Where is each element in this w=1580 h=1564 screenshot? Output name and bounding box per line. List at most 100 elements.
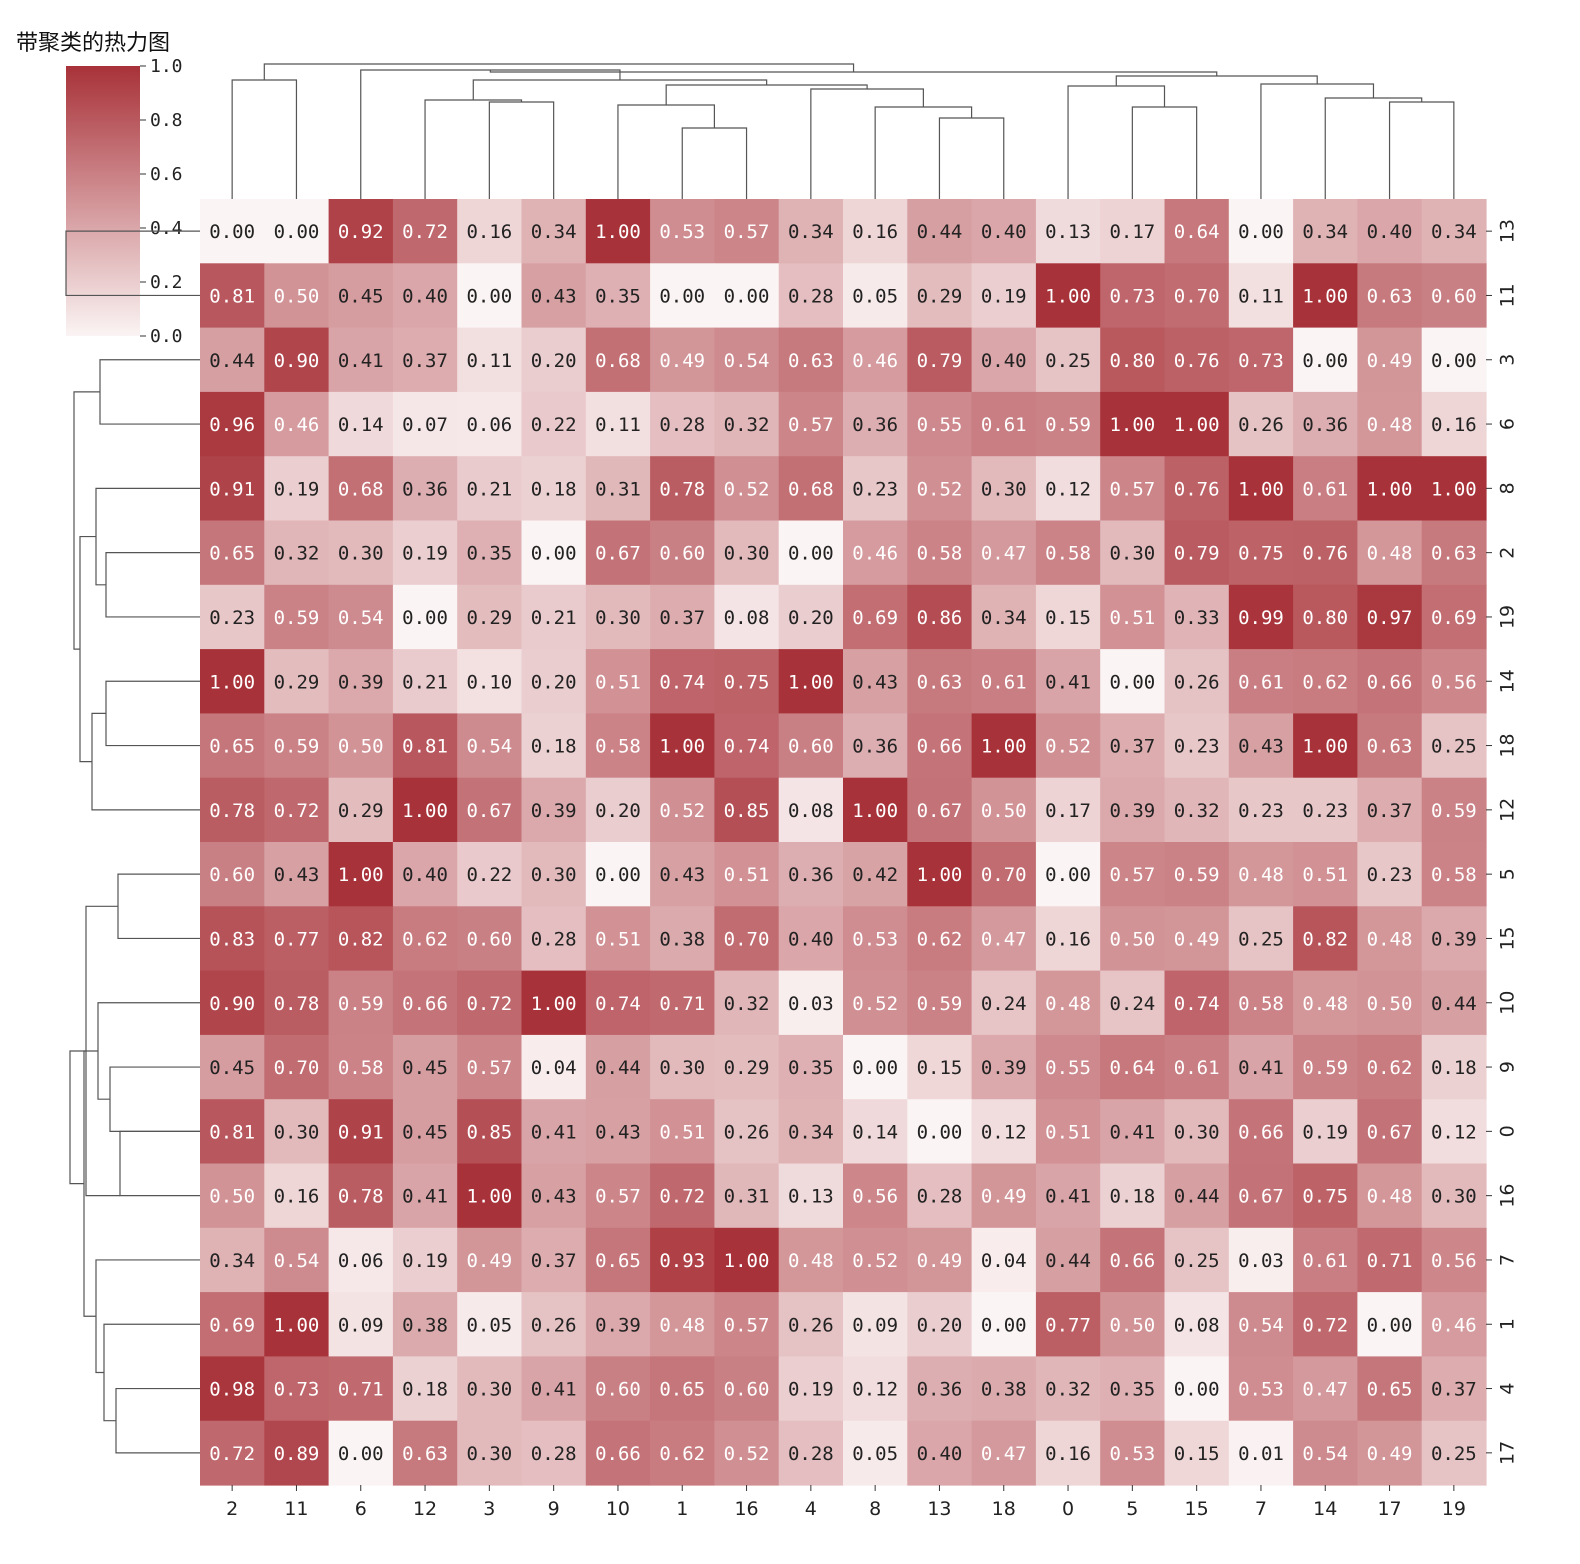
cell-value-label: 0.62 (659, 1443, 705, 1465)
cell-value-label: 0.25 (1431, 736, 1477, 758)
cell-value-label: 0.41 (402, 1186, 448, 1208)
heatmap-cell (971, 391, 1037, 457)
heatmap-cell (264, 263, 330, 329)
heatmap-cell (907, 1356, 973, 1422)
heatmap-cell (264, 1420, 330, 1486)
cell-value-label: 0.59 (917, 993, 963, 1015)
colorbar-tick-label: 0.0 (150, 326, 183, 347)
cell-value-label: 0.49 (981, 1186, 1027, 1208)
heatmap-cell (585, 970, 651, 1036)
heatmap-cell (650, 713, 715, 779)
heatmap-cell (264, 906, 330, 972)
heatmap-cell (778, 456, 844, 522)
heatmap-cell (650, 842, 715, 907)
heatmap-cell (843, 1163, 908, 1229)
cell-value-label: 0.74 (724, 736, 770, 758)
cell-value-label: 0.73 (274, 1379, 320, 1401)
cell-value-label: 0.37 (402, 350, 448, 372)
heatmap-cell (843, 1420, 908, 1486)
cell-value-label: 0.61 (1174, 1057, 1220, 1079)
heatmap-cell (1293, 842, 1358, 907)
heatmap-cell (392, 713, 458, 779)
heatmap-cell (457, 649, 523, 714)
dendrogram-branch (103, 1323, 200, 1422)
heatmap-cell (1164, 199, 1230, 264)
cell-value-label: 0.34 (788, 1121, 834, 1143)
cell-value-label: 0.62 (1302, 671, 1348, 693)
cell-value-label: 0.56 (852, 1186, 898, 1208)
heatmap-cell (1035, 1356, 1101, 1422)
heatmap-cell (843, 713, 908, 779)
cell-value-label: 0.23 (852, 478, 898, 500)
cell-value-label: 0.51 (724, 864, 770, 886)
cell-value-label: 0.31 (724, 1186, 770, 1208)
cell-value-label: 1.00 (659, 736, 705, 758)
heatmap-cell (328, 842, 394, 907)
cell-value-label: 0.11 (466, 350, 512, 372)
heatmap-cell (521, 1227, 587, 1293)
cell-value-label: 0.50 (1109, 928, 1155, 950)
heatmap-cells: 0.00 0.00 0.92 0.72 0.16 0.34 1.00 0.53 0.57 0.34… (200, 199, 1487, 1486)
cell-value-label: 0.49 (1367, 1443, 1413, 1465)
heatmap-cell (328, 327, 394, 393)
cell-value-label: 0.44 (209, 350, 255, 372)
cell-value-label: 1.00 (595, 221, 641, 243)
heatmap-cell (457, 263, 523, 329)
heatmap-cell (1100, 584, 1166, 650)
cell-value-label: 0.33 (1174, 607, 1220, 629)
col-tick-label: 19 (1442, 1498, 1466, 1520)
heatmap-cell (1293, 1099, 1358, 1165)
heatmap-cell (714, 1227, 780, 1293)
heatmap-cell (907, 713, 973, 779)
heatmap-cell (1164, 649, 1230, 714)
heatmap-cell (264, 713, 330, 779)
heatmap-cell (907, 649, 973, 714)
cell-value-label: 0.23 (1367, 864, 1413, 886)
heatmap-cell (392, 1034, 458, 1100)
cell-value-label: 0.20 (531, 350, 577, 372)
cell-value-label: 0.90 (274, 350, 320, 372)
dendrogram-branch (360, 69, 621, 199)
cell-value-label: 0.11 (1238, 285, 1284, 307)
row-tick-label: 14 (1497, 669, 1519, 693)
heatmap-cell (328, 906, 394, 972)
heatmap-cell (1035, 1227, 1101, 1293)
row-tick-label: 10 (1497, 991, 1519, 1015)
heatmap-cell (650, 1099, 715, 1165)
heatmap-cell (1035, 391, 1101, 457)
heatmap-cell (650, 520, 715, 586)
cell-value-label: 0.44 (1174, 1186, 1220, 1208)
cell-value-label: 0.60 (209, 864, 255, 886)
cell-value-label: 0.41 (1045, 1186, 1091, 1208)
heatmap-cell (1228, 649, 1294, 714)
cell-value-label: 0.19 (981, 285, 1027, 307)
cell-value-label: 0.00 (659, 285, 705, 307)
heatmap-cell (1228, 713, 1294, 779)
heatmap-cell (843, 842, 908, 907)
heatmap-cell (392, 1099, 458, 1165)
cell-value-label: 0.63 (1367, 285, 1413, 307)
cell-value-label: 0.86 (917, 607, 963, 629)
cell-value-label: 0.28 (531, 1443, 577, 1465)
heatmap-cell (650, 1292, 715, 1357)
cell-value-label: 0.52 (852, 993, 898, 1015)
col-tick-label: 15 (1185, 1498, 1209, 1520)
heatmap-cell (1293, 520, 1358, 586)
heatmap-cell (585, 906, 651, 972)
heatmap-cell (778, 1034, 844, 1100)
cell-value-label: 0.00 (724, 285, 770, 307)
heatmap-cell (1421, 713, 1487, 779)
heatmap-cell (1164, 1227, 1230, 1293)
cell-value-label: 0.16 (466, 221, 512, 243)
cell-value-label: 0.18 (1431, 1057, 1477, 1079)
heatmap-cell (457, 970, 523, 1036)
cell-value-label: 1.00 (1431, 478, 1477, 500)
heatmap-cell (714, 1099, 780, 1165)
heatmap-cell (907, 777, 973, 843)
heatmap-cell (1164, 584, 1230, 650)
cell-value-label: 0.36 (852, 736, 898, 758)
col-tick-label: 5 (1126, 1498, 1138, 1520)
row-tick-label: 8 (1497, 482, 1519, 494)
heatmap-cell (328, 584, 394, 650)
